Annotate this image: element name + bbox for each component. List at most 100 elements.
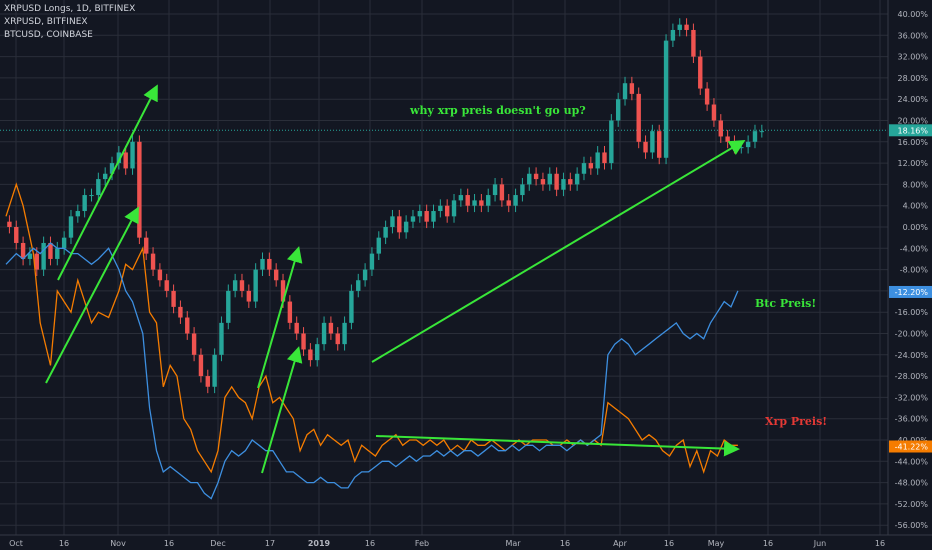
candle-body [308,349,313,361]
candle-body [335,333,340,345]
candle-body [691,29,696,57]
candle-body [581,163,587,174]
y-tick-label: -28.00% [895,372,929,381]
value-badge-label: -41.22% [895,442,929,451]
x-tick-label: Jun [813,539,827,548]
x-tick-label: 16 [875,539,885,548]
legend-title: XRPUSD Longs, 1D, BITFINEX [4,4,136,14]
candle-body [212,354,217,387]
question-annotation: why xrp preis doesn't go up? [410,104,586,117]
y-tick-label: 40.00% [897,10,928,19]
candle-body [725,136,730,142]
candle-body [61,237,67,249]
y-tick-label: 4.00% [903,202,929,211]
candle-body [321,322,327,345]
candle-body [144,237,149,254]
y-tick-label: 24.00% [897,95,928,104]
candle-body [574,173,580,185]
candle-body [96,179,101,196]
candle-body [342,322,347,345]
y-tick-label: -24.00% [895,351,929,360]
candle-body [492,184,498,196]
y-tick-label: -36.00% [895,415,929,424]
candle-body [273,269,279,281]
candle-body [34,253,39,270]
y-tick-label: 12.00% [897,159,928,168]
candle-body [280,280,286,302]
y-tick-label: 0.00% [903,223,929,232]
x-tick-label: Dec [210,539,225,548]
candle-body [602,152,607,164]
y-tick-label: 28.00% [897,74,928,83]
candle-body [287,301,293,323]
candle-body [14,227,19,243]
candle-body [178,306,183,318]
trend-arrow [375,435,740,457]
y-tick-label: -4.00% [900,244,929,253]
btc-line [5,242,739,500]
trend-arrow [261,346,303,474]
candle-body [451,200,457,217]
candle-body [157,269,163,281]
candle-body [472,200,477,206]
x-tick-label: 16 [560,539,570,548]
y-tick-label: -16.00% [895,308,929,317]
candle-body [239,280,245,291]
candle-body [410,216,416,222]
candle-body [568,179,573,185]
candle-body [663,40,669,158]
candle-body [424,211,429,222]
candle-body [89,195,94,197]
candle-body [260,258,265,270]
candle-body [561,179,566,190]
candle-body [745,141,751,148]
xrp-line [5,182,738,475]
y-tick-label: -32.00% [895,393,929,402]
candle-body [417,211,423,217]
candle-body [643,141,648,153]
x-axis: Oct 16 Nov 16 Dec 17 2019 16 Feb Mar 16 Apr 16 May 16 J… [0,534,932,550]
candle-body [540,179,546,185]
legend-xrp: XRPUSD, BITFINEX [4,17,88,27]
candle-body [711,104,717,121]
candle-body [684,24,689,30]
y-tick-label: 36.00% [897,31,928,40]
candle-body [267,258,272,270]
x-tick-label: Oct [9,539,23,548]
candle-body [48,242,53,259]
candle-body [185,317,190,334]
btc-annotation: Btc Preis! [755,297,817,310]
trend-arrows [45,84,746,474]
candle-body [397,216,402,233]
candle-body [533,173,539,180]
candle-body [513,195,518,206]
candle-body [718,120,723,137]
x-tick-label: 2019 [308,539,331,548]
candle-body [198,354,204,377]
candle-body [595,152,600,169]
candle-body [362,269,368,281]
candle-body [739,147,744,149]
candle-body [123,152,128,169]
candle-body [116,152,122,164]
comparison-lines [5,182,739,500]
candle-body [376,237,381,254]
x-tick-label: Nov [110,539,126,548]
legend-btc: BTCUSD, COINBASE [4,30,93,40]
candle-body [349,290,354,323]
candle-body [527,173,532,185]
candle-body [150,253,156,270]
y-tick-label: 20.00% [897,117,928,126]
candle-body [369,253,375,270]
x-tick-label: 16 [664,539,674,548]
candle-body [458,195,464,201]
x-tick-label: 16 [365,539,375,548]
value-badge [889,440,932,453]
candle-body [246,290,252,302]
y-tick-label: -44.00% [895,457,929,466]
x-tick-label: 16 [59,539,69,548]
candle-body [191,333,197,355]
candle-body [403,221,409,233]
x-tick-label: Apr [613,539,628,548]
